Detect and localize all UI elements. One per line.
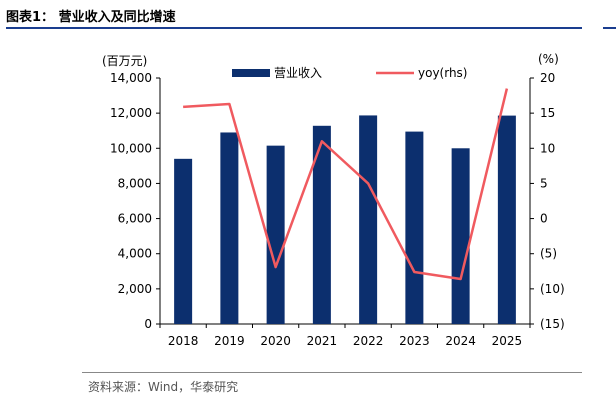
left-axis-unit: (百万元)	[102, 54, 148, 68]
footer-rule	[82, 372, 582, 373]
revenue-bar	[405, 131, 424, 324]
right-tick-label: 15	[540, 106, 555, 120]
revenue-bar	[266, 145, 285, 324]
left-tick-label: 8,000	[118, 176, 152, 190]
left-tick-label: 10,000	[110, 141, 152, 155]
legend-line-label: yoy(rhs)	[418, 66, 468, 80]
left-tick-label: 0	[144, 317, 152, 331]
revenue-bar	[174, 158, 193, 324]
figure-title: 图表1： 营业收入及同比增速	[6, 10, 176, 25]
right-tick-label: 10	[540, 141, 555, 155]
x-tick-label: 2023	[399, 334, 430, 348]
x-tick-label: 2018	[168, 334, 199, 348]
title-rule	[6, 27, 582, 29]
right-tick-label: (5)	[540, 247, 557, 261]
right-tick-label: (15)	[540, 317, 565, 331]
yoy-line	[183, 88, 509, 281]
legend-bar-swatch	[232, 69, 270, 77]
left-tick-label: 4,000	[118, 247, 152, 261]
left-tick-label: 2,000	[118, 282, 152, 296]
x-tick-label: 2020	[260, 334, 291, 348]
x-tick-label: 2024	[445, 334, 476, 348]
x-tick-label: 2021	[307, 334, 338, 348]
right-tick-label: (10)	[540, 282, 565, 296]
x-tick-label: 2022	[353, 334, 384, 348]
revenue-bar	[451, 148, 470, 324]
source-note: 资料来源：Wind，华泰研究	[88, 380, 239, 394]
right-tick-label: 5	[540, 176, 548, 190]
revenue-bar	[359, 115, 378, 324]
legend-bar-label: 营业收入	[274, 66, 322, 80]
x-tick-label: 2019	[214, 334, 245, 348]
x-tick-label: 2025	[492, 334, 523, 348]
left-tick-label: 14,000	[110, 71, 152, 85]
right-tick-label: 20	[540, 71, 555, 85]
revenue-bar	[312, 125, 331, 325]
left-tick-label: 12,000	[110, 106, 152, 120]
revenue-bar	[220, 132, 239, 324]
revenue-bar	[497, 115, 516, 324]
left-tick-label: 6,000	[118, 212, 152, 226]
right-axis-unit: (%)	[538, 52, 559, 66]
right-tick-label: 0	[540, 212, 548, 226]
adjacent-title-rule	[603, 27, 616, 29]
